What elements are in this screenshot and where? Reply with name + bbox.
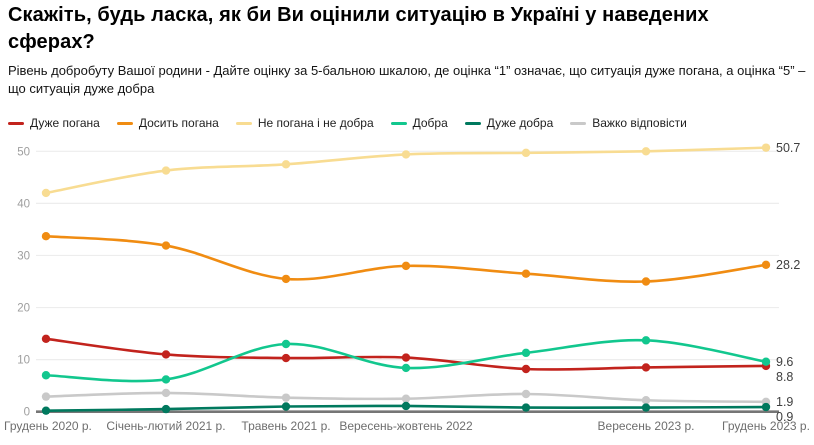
data-point-marker bbox=[161, 404, 171, 414]
data-point-marker bbox=[41, 188, 51, 198]
data-point-marker bbox=[401, 401, 411, 411]
y-tick-label: 20 bbox=[17, 303, 30, 315]
y-tick-label: 0 bbox=[24, 407, 30, 419]
data-point-marker bbox=[761, 402, 771, 412]
y-tick-label: 40 bbox=[17, 198, 30, 210]
data-point-marker bbox=[161, 375, 171, 384]
x-axis-label: Січень-лютий 2021 р. bbox=[106, 419, 225, 433]
data-point-marker bbox=[401, 150, 411, 159]
data-point-marker bbox=[281, 274, 291, 284]
legend-label: Дуже погана bbox=[30, 116, 100, 130]
legend-item: Дуже погана bbox=[8, 116, 100, 130]
data-point-marker bbox=[641, 403, 651, 412]
legend-swatch-icon bbox=[464, 121, 481, 125]
y-tick-label: 50 bbox=[17, 146, 30, 158]
data-point-marker bbox=[521, 364, 531, 374]
data-point-marker bbox=[161, 241, 171, 250]
data-point-marker bbox=[761, 143, 771, 152]
x-axis-label: Вересень 2023 р. bbox=[598, 419, 695, 433]
data-point-marker bbox=[401, 394, 411, 403]
data-point-marker bbox=[521, 148, 531, 158]
data-point-marker bbox=[281, 393, 291, 402]
legend-label: Добра bbox=[412, 116, 448, 130]
data-point-marker bbox=[761, 260, 771, 270]
x-axis-label: Грудень 2023 р. bbox=[722, 419, 810, 433]
legend-item: Досить погана bbox=[116, 116, 219, 130]
x-axis-label: Травень 2021 р. bbox=[241, 419, 330, 433]
data-point-marker bbox=[281, 339, 291, 349]
legend-label: Важко відповісти bbox=[592, 116, 687, 130]
chart-subtitle: Рівень добробуту Вашої родини - Дайте оц… bbox=[8, 63, 806, 96]
legend-swatch-icon bbox=[570, 121, 587, 125]
legend-label: Не погана і не добра bbox=[257, 116, 374, 130]
end-value-label: 50.7 bbox=[776, 141, 800, 155]
data-point-marker bbox=[641, 396, 651, 405]
data-point-marker bbox=[521, 403, 531, 412]
legend-swatch-icon bbox=[390, 121, 407, 125]
data-point-marker bbox=[401, 261, 411, 271]
data-point-marker bbox=[41, 406, 51, 415]
chart-svg: 0 10 20 30 40 50 Грудень 2020 р. Січень-лютий 2… bbox=[4, 141, 810, 433]
data-point-marker bbox=[521, 348, 531, 358]
legend-swatch-icon bbox=[8, 121, 24, 125]
data-point-marker bbox=[401, 363, 411, 373]
end-value-label: 9.6 bbox=[776, 355, 793, 369]
data-point-marker bbox=[41, 231, 51, 241]
legend: Дуже погана Досить погана Не погана і не д… bbox=[8, 116, 687, 130]
data-point-marker bbox=[521, 269, 531, 278]
data-point-marker bbox=[641, 363, 651, 372]
x-axis-label: Грудень 2020 р. bbox=[4, 419, 92, 433]
legend-item: Добра bbox=[390, 116, 448, 130]
data-point-marker bbox=[161, 388, 171, 398]
data-point-marker bbox=[41, 392, 51, 401]
end-value-label: 0.9 bbox=[776, 410, 793, 424]
data-point-marker bbox=[641, 277, 651, 286]
data-point-marker bbox=[521, 389, 531, 399]
x-axis-label: Вересень-жовтень 2022 bbox=[339, 419, 473, 433]
data-point-marker bbox=[161, 166, 171, 175]
legend-label: Досить погана bbox=[138, 116, 219, 130]
y-tick-label: 10 bbox=[17, 355, 30, 367]
series-line bbox=[44, 234, 768, 284]
data-point-marker bbox=[281, 160, 291, 169]
y-tick-label: 30 bbox=[17, 250, 30, 262]
data-point-marker bbox=[161, 350, 171, 359]
end-value-label: 8.8 bbox=[776, 370, 793, 384]
data-point-marker bbox=[281, 402, 291, 411]
legend-swatch-icon bbox=[116, 121, 133, 125]
end-value-label: 1.9 bbox=[776, 395, 793, 409]
end-value-label: 28.2 bbox=[776, 258, 800, 272]
data-point-marker bbox=[401, 353, 411, 362]
data-point-marker bbox=[41, 371, 51, 380]
legend-swatch-icon bbox=[235, 121, 252, 125]
data-point-marker bbox=[641, 336, 651, 345]
legend-item: Дуже добра bbox=[464, 116, 554, 130]
legend-item: Не погана і не добра bbox=[235, 116, 374, 130]
legend-label: Дуже добра bbox=[486, 116, 554, 130]
chart-title: Скажіть, будь ласка, як би Ви оцінили си… bbox=[8, 4, 709, 53]
legend-item: Важко відповісти bbox=[570, 116, 687, 130]
data-point-marker bbox=[281, 353, 291, 363]
data-point-marker bbox=[761, 357, 771, 366]
data-point-marker bbox=[41, 334, 51, 343]
data-point-marker bbox=[641, 147, 651, 156]
